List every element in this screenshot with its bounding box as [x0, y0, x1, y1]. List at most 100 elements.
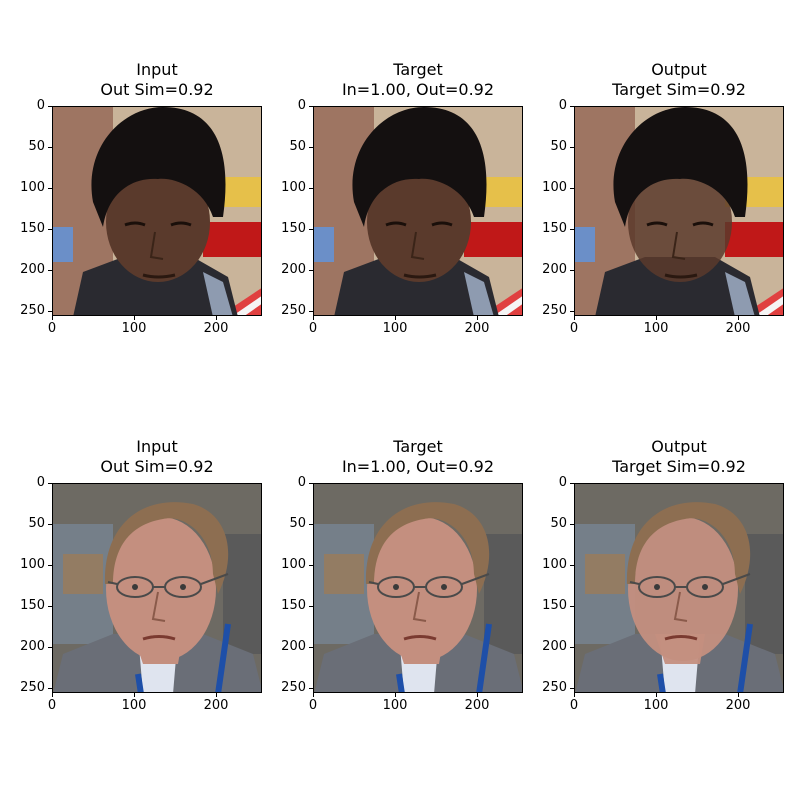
eye-right — [702, 584, 708, 590]
x-tick-label: 100 — [121, 321, 147, 336]
face — [628, 162, 732, 282]
face-asian-man-input — [52, 106, 262, 316]
red-stripe — [464, 222, 522, 257]
y-tick-label: 0 — [558, 475, 567, 490]
y-tick-mark — [309, 647, 313, 649]
y-tick-label: 50 — [550, 516, 567, 532]
y-tick-mark — [309, 565, 313, 567]
y-tick-label: 0 — [297, 475, 306, 490]
collar — [464, 272, 494, 315]
y-tick-label: 200 — [20, 639, 45, 655]
y-tick-mark — [48, 606, 52, 608]
y-tick-label: 200 — [281, 639, 306, 655]
red-stripe — [203, 222, 261, 257]
panel-title: Output Target Sim=0.92 — [612, 437, 746, 476]
eye-left — [646, 221, 668, 227]
collar — [203, 272, 233, 315]
y-tick-mark — [570, 106, 574, 107]
hair — [626, 502, 751, 594]
y-tick-mark — [48, 483, 52, 484]
blue-stripe — [53, 227, 73, 262]
eye-left — [124, 221, 146, 227]
x-tick-label: 100 — [121, 698, 147, 713]
lanyard — [396, 623, 492, 692]
x-tick-label: 0 — [308, 698, 318, 713]
blue-stripe — [575, 227, 595, 262]
nose — [673, 591, 688, 622]
panel-title: Input Out Sim=0.92 — [100, 437, 214, 476]
y-tick-label: 100 — [20, 557, 45, 573]
x-tick-label: 200 — [203, 698, 229, 713]
mouth — [403, 635, 437, 641]
face — [367, 162, 471, 282]
y-tick-mark — [48, 311, 52, 313]
mouth — [142, 273, 176, 279]
y-tick-mark — [309, 524, 313, 526]
y-tick-mark — [309, 606, 313, 608]
face-older-man-target — [313, 483, 523, 693]
shirt — [595, 257, 760, 315]
x-tick-label: 200 — [725, 698, 751, 713]
y-tick-mark — [48, 524, 52, 526]
x-tick-mark — [216, 693, 218, 697]
y-tick-mark — [48, 688, 52, 690]
y-tick-mark — [48, 647, 52, 649]
x-tick-label: 0 — [47, 321, 57, 336]
y-tick-mark — [48, 147, 52, 149]
x-tick-mark — [395, 316, 397, 320]
y-tick-label: 100 — [542, 557, 567, 573]
eye-left — [132, 584, 138, 590]
eye-left — [393, 584, 399, 590]
y-tick-label: 150 — [542, 598, 567, 614]
y-tick-label: 100 — [281, 557, 306, 573]
y-tick-label: 100 — [20, 180, 45, 196]
y-tick-label: 50 — [289, 139, 306, 155]
eye-right — [180, 584, 186, 590]
x-tick-label: 200 — [464, 698, 490, 713]
x-tick-mark — [738, 316, 740, 320]
y-tick-mark — [570, 270, 574, 272]
y-tick-label: 150 — [542, 221, 567, 237]
y-tick-mark — [570, 188, 574, 190]
lanyard — [135, 623, 231, 692]
shirt — [334, 257, 499, 315]
x-tick-label: 100 — [643, 321, 669, 336]
x-tick-mark — [313, 693, 314, 697]
y-tick-mark — [570, 483, 574, 484]
y-tick-mark — [570, 688, 574, 690]
x-tick-label: 0 — [569, 698, 579, 713]
y-tick-label: 250 — [20, 303, 45, 319]
y-tick-mark — [309, 311, 313, 313]
y-tick-label: 250 — [542, 680, 567, 696]
y-tick-mark — [570, 565, 574, 567]
y-tick-label: 150 — [281, 598, 306, 614]
y-tick-label: 200 — [542, 639, 567, 655]
y-tick-mark — [570, 606, 574, 608]
x-tick-mark — [656, 316, 658, 320]
y-tick-label: 0 — [558, 98, 567, 113]
eye-left — [654, 584, 660, 590]
nose — [151, 591, 166, 622]
x-tick-mark — [656, 693, 658, 697]
nose — [149, 231, 164, 260]
x-tick-label: 200 — [725, 321, 751, 336]
mouth — [664, 635, 698, 641]
eye-right — [692, 221, 714, 227]
x-tick-mark — [52, 316, 53, 320]
y-tick-label: 250 — [281, 303, 306, 319]
x-tick-label: 0 — [308, 321, 318, 336]
y-tick-label: 0 — [297, 98, 306, 113]
hair — [91, 107, 226, 227]
y-tick-mark — [48, 270, 52, 272]
lanyard — [657, 623, 753, 692]
face-asian-man-target — [313, 106, 523, 316]
face — [367, 517, 477, 661]
face-older-man-output — [574, 483, 784, 693]
nose — [671, 231, 686, 260]
y-tick-mark — [309, 106, 313, 107]
face-asian-man-output — [574, 106, 784, 316]
y-tick-mark — [309, 688, 313, 690]
y-tick-mark — [48, 229, 52, 231]
glasses — [107, 573, 229, 598]
face — [106, 517, 216, 661]
